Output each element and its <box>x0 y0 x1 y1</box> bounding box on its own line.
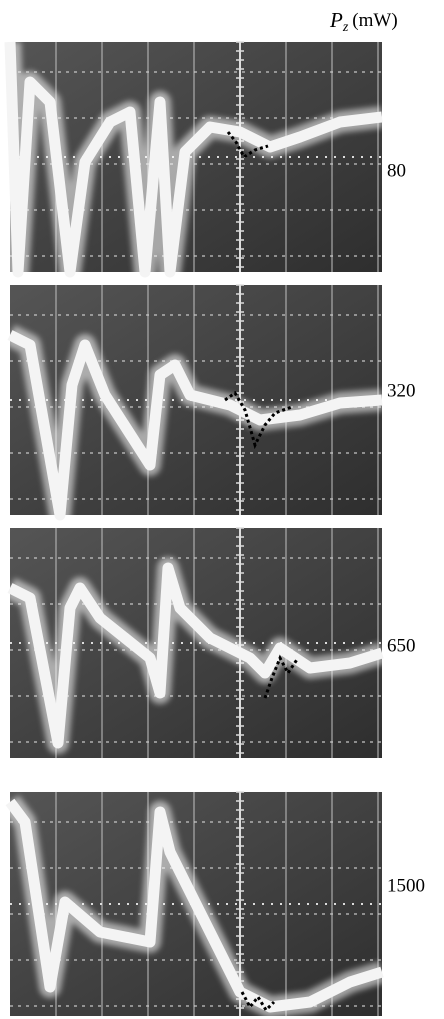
figure: Pz(mW) 80 320 650 1500 <box>0 0 444 1019</box>
power-label: 80 <box>387 160 406 181</box>
scope-panel <box>10 792 382 1016</box>
scope-panel <box>10 285 382 515</box>
header-subscript: z <box>342 20 349 35</box>
power-label: 650 <box>387 635 416 656</box>
power-label: 1500 <box>387 875 425 896</box>
scope-panel <box>10 528 382 758</box>
header-unit: (mW) <box>352 10 397 31</box>
power-label: 320 <box>387 380 416 401</box>
header: Pz(mW) <box>329 8 398 35</box>
header-symbol: P <box>329 8 343 32</box>
scope-panel <box>10 42 382 272</box>
